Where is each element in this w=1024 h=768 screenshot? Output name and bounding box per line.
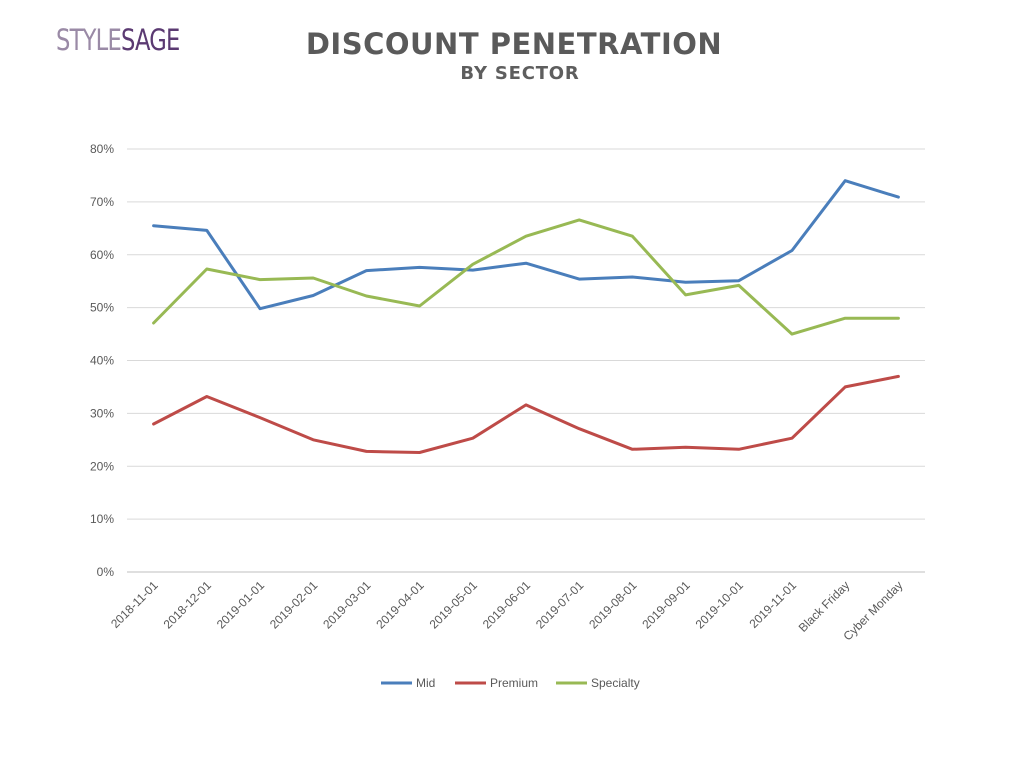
- gridlines: [127, 148, 925, 573]
- x-tick-label: Black Friday: [796, 578, 853, 635]
- y-tick-label: 80%: [90, 142, 114, 156]
- chart-subtitle: BY SECTOR: [460, 63, 580, 84]
- y-tick-label: 30%: [90, 406, 114, 420]
- y-tick-label: 20%: [90, 459, 114, 473]
- x-tick-label: 2019-09-01: [639, 578, 693, 632]
- x-tick-label: 2019-01-01: [214, 578, 268, 632]
- series-line-mid: [152, 179, 900, 311]
- legend-label-premium: Premium: [490, 676, 538, 690]
- y-tick-label: 10%: [90, 512, 114, 526]
- x-tick-label: 2019-03-01: [320, 578, 374, 632]
- logo-sage-text: SAGE: [120, 23, 180, 57]
- x-tick-label: 2018-11-01: [108, 578, 161, 631]
- stylesage-logo: STYLESAGE: [56, 26, 180, 55]
- series-lines: [152, 179, 900, 454]
- x-tick-label: 2019-02-01: [267, 578, 321, 632]
- x-tick-label: 2019-05-01: [427, 578, 481, 632]
- x-tick-label: 2019-08-01: [586, 578, 640, 632]
- logo-style-text: STYLE: [56, 23, 122, 57]
- x-tick-label: 2019-10-01: [693, 578, 747, 632]
- x-tick-label: 2019-07-01: [533, 578, 587, 632]
- series-line-premium: [152, 374, 900, 454]
- y-tick-label: 70%: [90, 195, 114, 209]
- legend-label-specialty: Specialty: [591, 676, 640, 690]
- chart-title: DISCOUNT PENETRATION: [305, 27, 723, 61]
- x-tick-label: 2019-06-01: [480, 578, 534, 632]
- series-line-specialty: [152, 218, 900, 336]
- y-tick-label: 50%: [90, 301, 114, 315]
- x-axis: 2018-11-01 2018-12-01 2019-01-01 2019-02-01…: [108, 571, 925, 643]
- x-tick-label: 2018-12-01: [161, 578, 215, 632]
- y-tick-label: 0%: [97, 565, 115, 579]
- x-tick-label: 2019-04-01: [373, 578, 427, 632]
- y-tick-label: 60%: [90, 248, 114, 262]
- x-tick-label: 2019-11-01: [746, 578, 799, 631]
- y-tick-label: 40%: [90, 354, 114, 368]
- chart-legend: Mid Premium Specialty: [381, 676, 640, 690]
- chart-header: DISCOUNT PENETRATION BY SECTOR: [0, 27, 1024, 84]
- legend-label-mid: Mid: [416, 676, 435, 690]
- y-axis: 0% 10% 20% 30% 40% 50% 60% 70% 80%: [90, 142, 114, 579]
